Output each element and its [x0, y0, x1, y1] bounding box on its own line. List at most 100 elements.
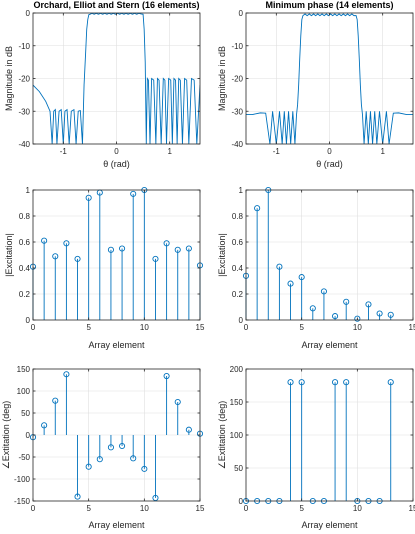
y-tick-label: 0.8 [232, 212, 244, 221]
stem-marker [74, 255, 81, 262]
x-tick-label: 0 [31, 323, 36, 332]
x-tick-label: 15 [196, 323, 205, 332]
stem-marker [332, 379, 339, 386]
grid [33, 13, 200, 144]
stem-marker [185, 245, 192, 252]
y-tick-label: -30 [18, 107, 30, 116]
stem-marker [74, 493, 81, 500]
x-tick-label: 0 [327, 147, 332, 156]
stem-marker [309, 305, 316, 312]
stem-marker [298, 274, 305, 281]
stem-marker [354, 315, 361, 322]
y-tick-label: -100 [14, 475, 31, 484]
y-axis-label: ∠Extitation (deg) [1, 401, 11, 470]
y-tick-label: 0 [26, 9, 31, 18]
stem-marker [174, 246, 181, 253]
stem-marker [141, 465, 148, 472]
ticks: 0 5 10 15 -150 -100 -50 0 50 100 150 [14, 365, 205, 513]
y-tick-label: 0.4 [232, 264, 244, 273]
y-axis-label: |Excitation| [4, 233, 14, 277]
x-axis-label: Array element [88, 520, 145, 530]
y-tick-label: 0 [239, 497, 244, 506]
y-tick-label: 0.8 [19, 212, 31, 221]
y-tick-label: 0.6 [232, 238, 244, 247]
panel-bottom-right: 051015050100150200 Array element ∠Extita… [217, 365, 415, 530]
y-tick-label: 0 [26, 431, 31, 440]
stem-marker [152, 494, 159, 501]
x-tick-label: 15 [196, 504, 205, 513]
y-axis-label: Magnitude in dB [217, 46, 227, 111]
y-tick-label: 200 [230, 365, 244, 374]
y-tick-label: 0 [239, 9, 244, 18]
y-tick-label: -50 [18, 453, 30, 462]
x-tick-label: -1 [273, 147, 281, 156]
y-tick-label: -40 [18, 140, 30, 149]
x-tick-label: 0 [244, 323, 249, 332]
plot-area [33, 13, 200, 144]
x-axis-label: Array element [301, 520, 358, 530]
stem-marker [332, 313, 339, 320]
x-tick-label: 10 [353, 504, 362, 513]
x-tick-label: 10 [353, 323, 362, 332]
x-tick-label: 10 [140, 504, 149, 513]
panel-top-right: -1 0 1-40-30-20-100 Minimum phase (14 elem… [217, 0, 414, 169]
ticks: 0 5 10 15 0 0.2 0.4 0.6 0.8 1 [19, 186, 205, 332]
stem-marker [41, 422, 48, 429]
stem-marker [298, 379, 305, 386]
y-axis-label: Magnitude in dB [4, 46, 14, 111]
stem-marker [152, 255, 159, 262]
y-axis-label: ∠Extitation (deg) [217, 401, 227, 470]
series-line [33, 13, 200, 144]
x-tick-label: -1 [60, 147, 68, 156]
x-tick-label: 1 [380, 147, 385, 156]
panel-top-left: -1 0 1-40-30-20-100 Orchard, Elliot and St… [4, 0, 201, 169]
x-axis-label: θ (rad) [103, 159, 130, 169]
panel-middle-right: 0 5 10 15 0 0.2 0.4 0.6 0.8 1 Array element |Exci… [217, 186, 415, 350]
x-tick-label: 1 [167, 147, 172, 156]
stem-marker [119, 442, 126, 450]
chart-title: Orchard, Elliot and Stern (16 elements) [33, 0, 199, 10]
stem-marker [52, 397, 59, 404]
plot-area [29, 186, 204, 320]
x-axis-label: Array element [88, 340, 145, 350]
x-tick-label: 15 [409, 504, 415, 513]
stem-marker [130, 190, 137, 197]
x-tick-label: 5 [86, 323, 91, 332]
y-tick-label: 0 [239, 316, 244, 325]
y-tick-label: 1 [239, 186, 244, 195]
stem-marker [287, 379, 294, 386]
panel-middle-left: 0 5 10 15 0 0.2 0.4 0.6 0.8 1 Array element |Exci… [4, 186, 205, 350]
x-tick-label: 0 [114, 147, 119, 156]
x-tick-label: 0 [31, 504, 36, 513]
y-tick-label: -20 [18, 75, 30, 84]
y-tick-label: -150 [14, 497, 31, 506]
y-tick-label: 1 [26, 186, 31, 195]
x-axis-label: Array element [301, 340, 358, 350]
stem-marker [163, 372, 170, 380]
stem-marker [52, 253, 59, 260]
y-tick-label: -30 [231, 107, 243, 116]
y-tick-label: 0 [26, 316, 31, 325]
ticks: 051015050100150200 [230, 365, 415, 513]
y-tick-label: 0.6 [19, 238, 31, 247]
x-tick-label: 5 [299, 323, 304, 332]
y-tick-label: 150 [17, 365, 31, 374]
y-tick-label: 100 [230, 431, 244, 440]
stem-marker [387, 379, 394, 386]
stem-marker [163, 240, 170, 247]
panel-bottom-left: 0 5 10 15 -150 -100 -50 0 50 100 150 Array element… [1, 365, 205, 530]
ticks: -1 0 1-40-30-20-100 [18, 9, 200, 156]
x-tick-label: 5 [299, 504, 304, 513]
y-tick-label: -10 [18, 42, 30, 51]
axes-box [32, 189, 201, 321]
stem-marker [63, 371, 70, 378]
stem-marker [287, 280, 294, 287]
axes-box [245, 189, 414, 321]
y-tick-label: 50 [21, 409, 30, 418]
y-tick-label: -20 [231, 75, 243, 84]
ticks: 0 5 10 15 0 0.2 0.4 0.6 0.8 1 [232, 186, 415, 332]
y-tick-label: 50 [234, 464, 243, 473]
stem-marker [85, 463, 92, 470]
y-tick-label: 100 [17, 387, 31, 396]
